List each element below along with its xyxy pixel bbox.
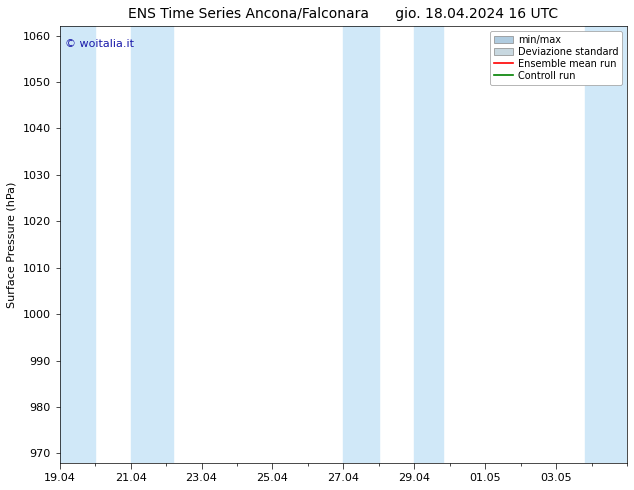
Legend: min/max, Deviazione standard, Ensemble mean run, Controll run: min/max, Deviazione standard, Ensemble m… — [489, 31, 622, 85]
Bar — [414, 26, 443, 463]
Bar — [131, 26, 173, 463]
Bar — [585, 26, 627, 463]
Y-axis label: Surface Pressure (hPa): Surface Pressure (hPa) — [7, 181, 17, 308]
Text: © woitalia.it: © woitalia.it — [65, 39, 134, 49]
Bar — [344, 26, 379, 463]
Bar — [60, 26, 95, 463]
Title: ENS Time Series Ancona/Falconara      gio. 18.04.2024 16 UTC: ENS Time Series Ancona/Falconara gio. 18… — [128, 7, 559, 21]
